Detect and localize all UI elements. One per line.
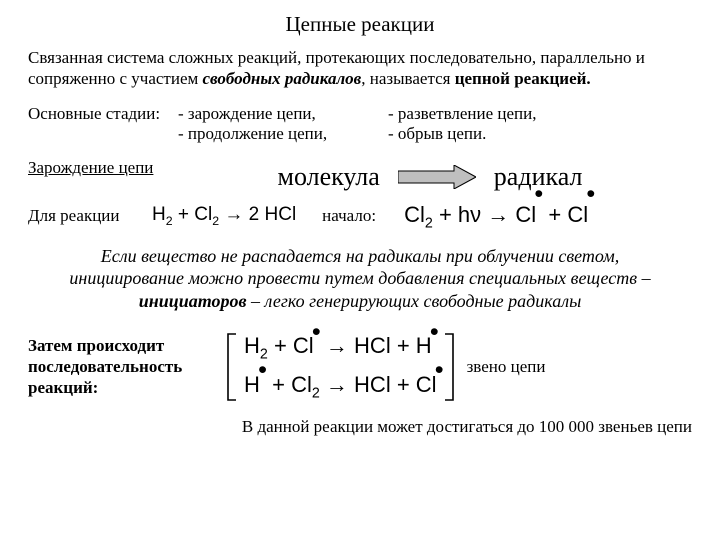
left-bracket-icon — [224, 332, 238, 402]
for-reaction-label: Для реакции — [28, 206, 138, 226]
intro-part2: , называется — [361, 69, 454, 88]
zveno-label: звено цепи — [467, 357, 546, 377]
molecule-to-radical: молекула радикал — [168, 162, 692, 192]
initiation-equation: Cl2 + hν → Cl + Cl — [404, 202, 588, 231]
slide-title: Цепные реакции — [28, 12, 692, 37]
intro-emphasis: свободных радикалов — [203, 69, 362, 88]
propagation-eq-1: H2 + Cl → HCl + H — [244, 328, 437, 366]
stage-1: - зарождение цепи, — [178, 104, 388, 124]
chain-left-label: Затем происходит последовательность реак… — [28, 335, 218, 399]
chain-row: Затем происходит последовательность реак… — [28, 328, 692, 405]
right-bracket-icon — [443, 332, 457, 402]
intro-bold: цепной реакцией. — [455, 69, 591, 88]
intro-text: Связанная система сложных реакций, проте… — [28, 47, 692, 90]
overall-equation: H2 + Cl2 → 2 HCl — [152, 204, 296, 228]
propagation-equations: H2 + Cl → HCl + H H + Cl2 → HCl + Cl — [244, 328, 437, 405]
for-reaction-row: Для реакции H2 + Cl2 → 2 HCl начало: Cl2… — [28, 202, 692, 231]
footer-text: В данной реакции может достигаться до 10… — [28, 417, 692, 437]
italic-rest: – легко генерирующих свободные радикалы — [247, 291, 582, 311]
italic-line2: инициирование можно провести путем добав… — [28, 267, 692, 290]
italic-note: Если вещество не распадается на радикалы… — [28, 245, 692, 313]
stage-3: - разветвление цепи, — [388, 104, 536, 124]
italic-bold: инициаторов — [139, 291, 247, 311]
stages-label: Основные стадии: — [28, 104, 178, 144]
arrow-icon — [398, 165, 476, 189]
stages-col2: - разветвление цепи, - обрыв цепи. — [388, 104, 536, 144]
nachalo-label: начало: — [322, 206, 376, 226]
stages-col1: - зарождение цепи, - продолжение цепи, — [178, 104, 388, 144]
molecule-label: молекула — [278, 162, 380, 192]
italic-line1: Если вещество не распадается на радикалы… — [28, 245, 692, 268]
propagation-eq-2: H + Cl2 → HCl + Cl — [244, 367, 437, 405]
stage-4: - обрыв цепи. — [388, 124, 536, 144]
stage-2: - продолжение цепи, — [178, 124, 388, 144]
italic-line3: инициаторов – легко генерирующих свободн… — [28, 290, 692, 313]
stages-row: Основные стадии: - зарождение цепи, - пр… — [28, 104, 692, 144]
